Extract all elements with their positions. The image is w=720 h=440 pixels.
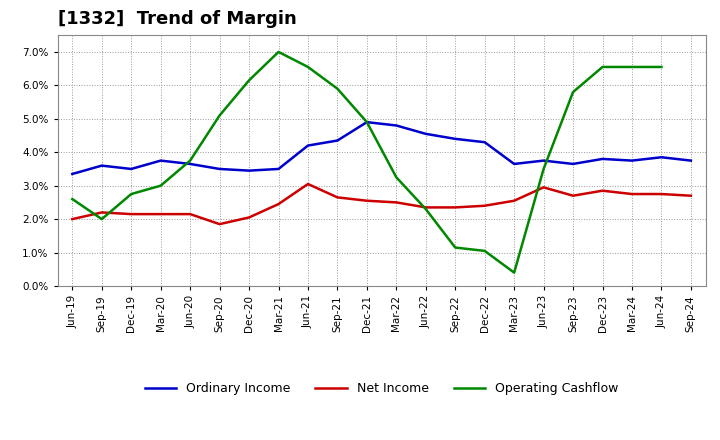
Operating Cashflow (510, 270, 518, 275)
Ordinary Income (598, 156, 607, 161)
Operating Cashflow (245, 78, 253, 83)
Net Income (598, 188, 607, 193)
Line: Ordinary Income: Ordinary Income (72, 122, 691, 174)
Ordinary Income (421, 131, 430, 136)
Operating Cashflow (274, 49, 283, 55)
Net Income (127, 212, 135, 217)
Net Income (657, 191, 666, 197)
Line: Operating Cashflow: Operating Cashflow (72, 52, 662, 273)
Ordinary Income (657, 154, 666, 160)
Net Income (68, 216, 76, 222)
Text: [1332]  Trend of Margin: [1332] Trend of Margin (58, 10, 297, 28)
Ordinary Income (510, 161, 518, 167)
Ordinary Income (97, 163, 106, 168)
Legend: Ordinary Income, Net Income, Operating Cashflow: Ordinary Income, Net Income, Operating C… (140, 377, 624, 400)
Net Income (333, 195, 342, 200)
Ordinary Income (186, 161, 194, 167)
Line: Net Income: Net Income (72, 184, 691, 224)
Ordinary Income (304, 143, 312, 148)
Ordinary Income (215, 166, 224, 172)
Operating Cashflow (215, 113, 224, 118)
Net Income (304, 181, 312, 187)
Ordinary Income (274, 166, 283, 172)
Ordinary Income (156, 158, 165, 163)
Operating Cashflow (421, 206, 430, 212)
Net Income (421, 205, 430, 210)
Net Income (215, 221, 224, 227)
Ordinary Income (68, 171, 76, 176)
Operating Cashflow (628, 64, 636, 70)
Net Income (687, 193, 696, 198)
Net Income (510, 198, 518, 203)
Operating Cashflow (333, 86, 342, 92)
Ordinary Income (392, 123, 400, 128)
Operating Cashflow (156, 183, 165, 188)
Ordinary Income (569, 161, 577, 167)
Ordinary Income (363, 120, 372, 125)
Ordinary Income (245, 168, 253, 173)
Net Income (156, 212, 165, 217)
Operating Cashflow (598, 64, 607, 70)
Operating Cashflow (480, 248, 489, 253)
Net Income (480, 203, 489, 209)
Operating Cashflow (569, 89, 577, 95)
Ordinary Income (687, 158, 696, 163)
Operating Cashflow (392, 175, 400, 180)
Ordinary Income (539, 158, 548, 163)
Ordinary Income (333, 138, 342, 143)
Operating Cashflow (363, 120, 372, 125)
Ordinary Income (628, 158, 636, 163)
Ordinary Income (451, 136, 459, 142)
Operating Cashflow (186, 158, 194, 163)
Net Income (628, 191, 636, 197)
Operating Cashflow (451, 245, 459, 250)
Net Income (245, 215, 253, 220)
Net Income (451, 205, 459, 210)
Net Income (392, 200, 400, 205)
Net Income (539, 185, 548, 190)
Operating Cashflow (657, 64, 666, 70)
Net Income (97, 210, 106, 215)
Ordinary Income (480, 139, 489, 145)
Operating Cashflow (68, 196, 76, 202)
Net Income (274, 202, 283, 207)
Net Income (186, 212, 194, 217)
Ordinary Income (127, 166, 135, 172)
Operating Cashflow (539, 166, 548, 172)
Operating Cashflow (97, 216, 106, 222)
Net Income (569, 193, 577, 198)
Operating Cashflow (127, 191, 135, 197)
Operating Cashflow (304, 64, 312, 70)
Net Income (363, 198, 372, 203)
